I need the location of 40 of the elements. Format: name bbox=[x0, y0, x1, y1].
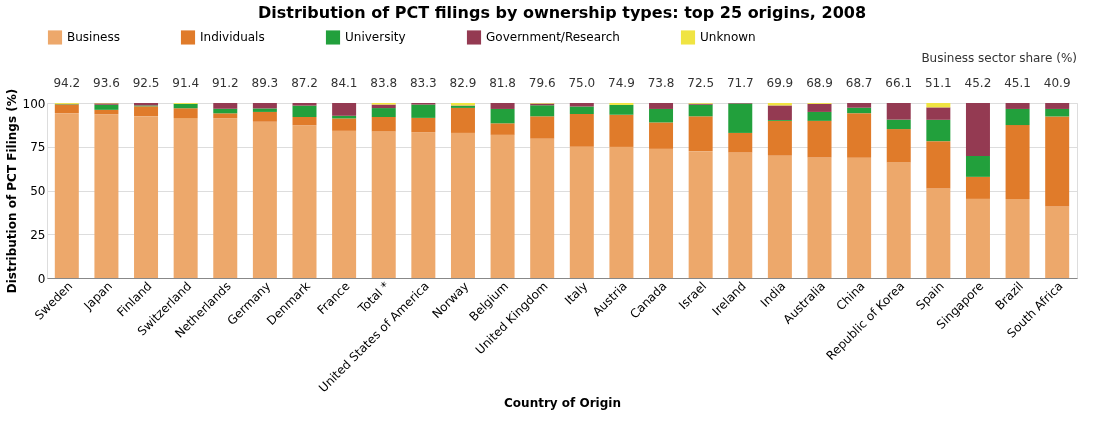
data-label: 68.9 bbox=[806, 76, 833, 90]
data-label: 89.3 bbox=[251, 76, 279, 90]
data-label: 69.9 bbox=[766, 76, 794, 90]
data-label: 91.4 bbox=[172, 76, 200, 90]
data-label: 51.1 bbox=[924, 76, 952, 90]
data-label: 40.9 bbox=[1043, 76, 1071, 90]
y-tick-label: 100 bbox=[22, 96, 46, 111]
data-label: 81.8 bbox=[489, 76, 516, 90]
chart-title: Distribution of PCT filings by ownership types: top 25 origins, 2008 bbox=[257, 3, 867, 22]
data-label: 83.8 bbox=[370, 76, 398, 90]
data-label: 74.9 bbox=[608, 76, 635, 90]
data-label: 72.5 bbox=[687, 76, 715, 90]
data-label: 83.3 bbox=[409, 76, 437, 90]
y-tick-label: 0 bbox=[37, 271, 46, 286]
data-label: 94.2 bbox=[53, 76, 81, 90]
data-label: 68.7 bbox=[845, 76, 873, 90]
data-label: 84.1 bbox=[330, 76, 358, 90]
data-label: 73.8 bbox=[647, 76, 675, 90]
y-tick-label: 50 bbox=[30, 184, 46, 198]
data-label: 66.1 bbox=[885, 76, 913, 90]
data-label: 87.2 bbox=[291, 76, 318, 90]
legend-label: University bbox=[345, 30, 406, 45]
data-label: 45.1 bbox=[1004, 76, 1031, 90]
data-label: 79.6 bbox=[528, 76, 556, 90]
legend-label: Individuals bbox=[200, 30, 265, 45]
text: Business sector share (%) bbox=[921, 51, 1077, 65]
legend-label: Unknown bbox=[700, 30, 756, 45]
legend-label: Business bbox=[67, 30, 120, 45]
data-label: 92.5 bbox=[132, 76, 160, 90]
data-label: 71.7 bbox=[726, 76, 754, 90]
y-tick-label: 75 bbox=[30, 140, 46, 155]
data-label: 93.6 bbox=[93, 76, 120, 90]
data-label: 45.2 bbox=[964, 76, 992, 90]
y-axis-title: Distribution of PCT Filings (%) bbox=[4, 88, 19, 294]
x-axis-title: Country of Origin bbox=[504, 396, 621, 411]
data-label: 91.2 bbox=[211, 76, 239, 90]
y-tick-label: 25 bbox=[30, 227, 46, 242]
data-label: 75.0 bbox=[568, 76, 596, 90]
data-label: 82.9 bbox=[449, 76, 477, 90]
legend-label: Government/Research bbox=[486, 30, 620, 45]
